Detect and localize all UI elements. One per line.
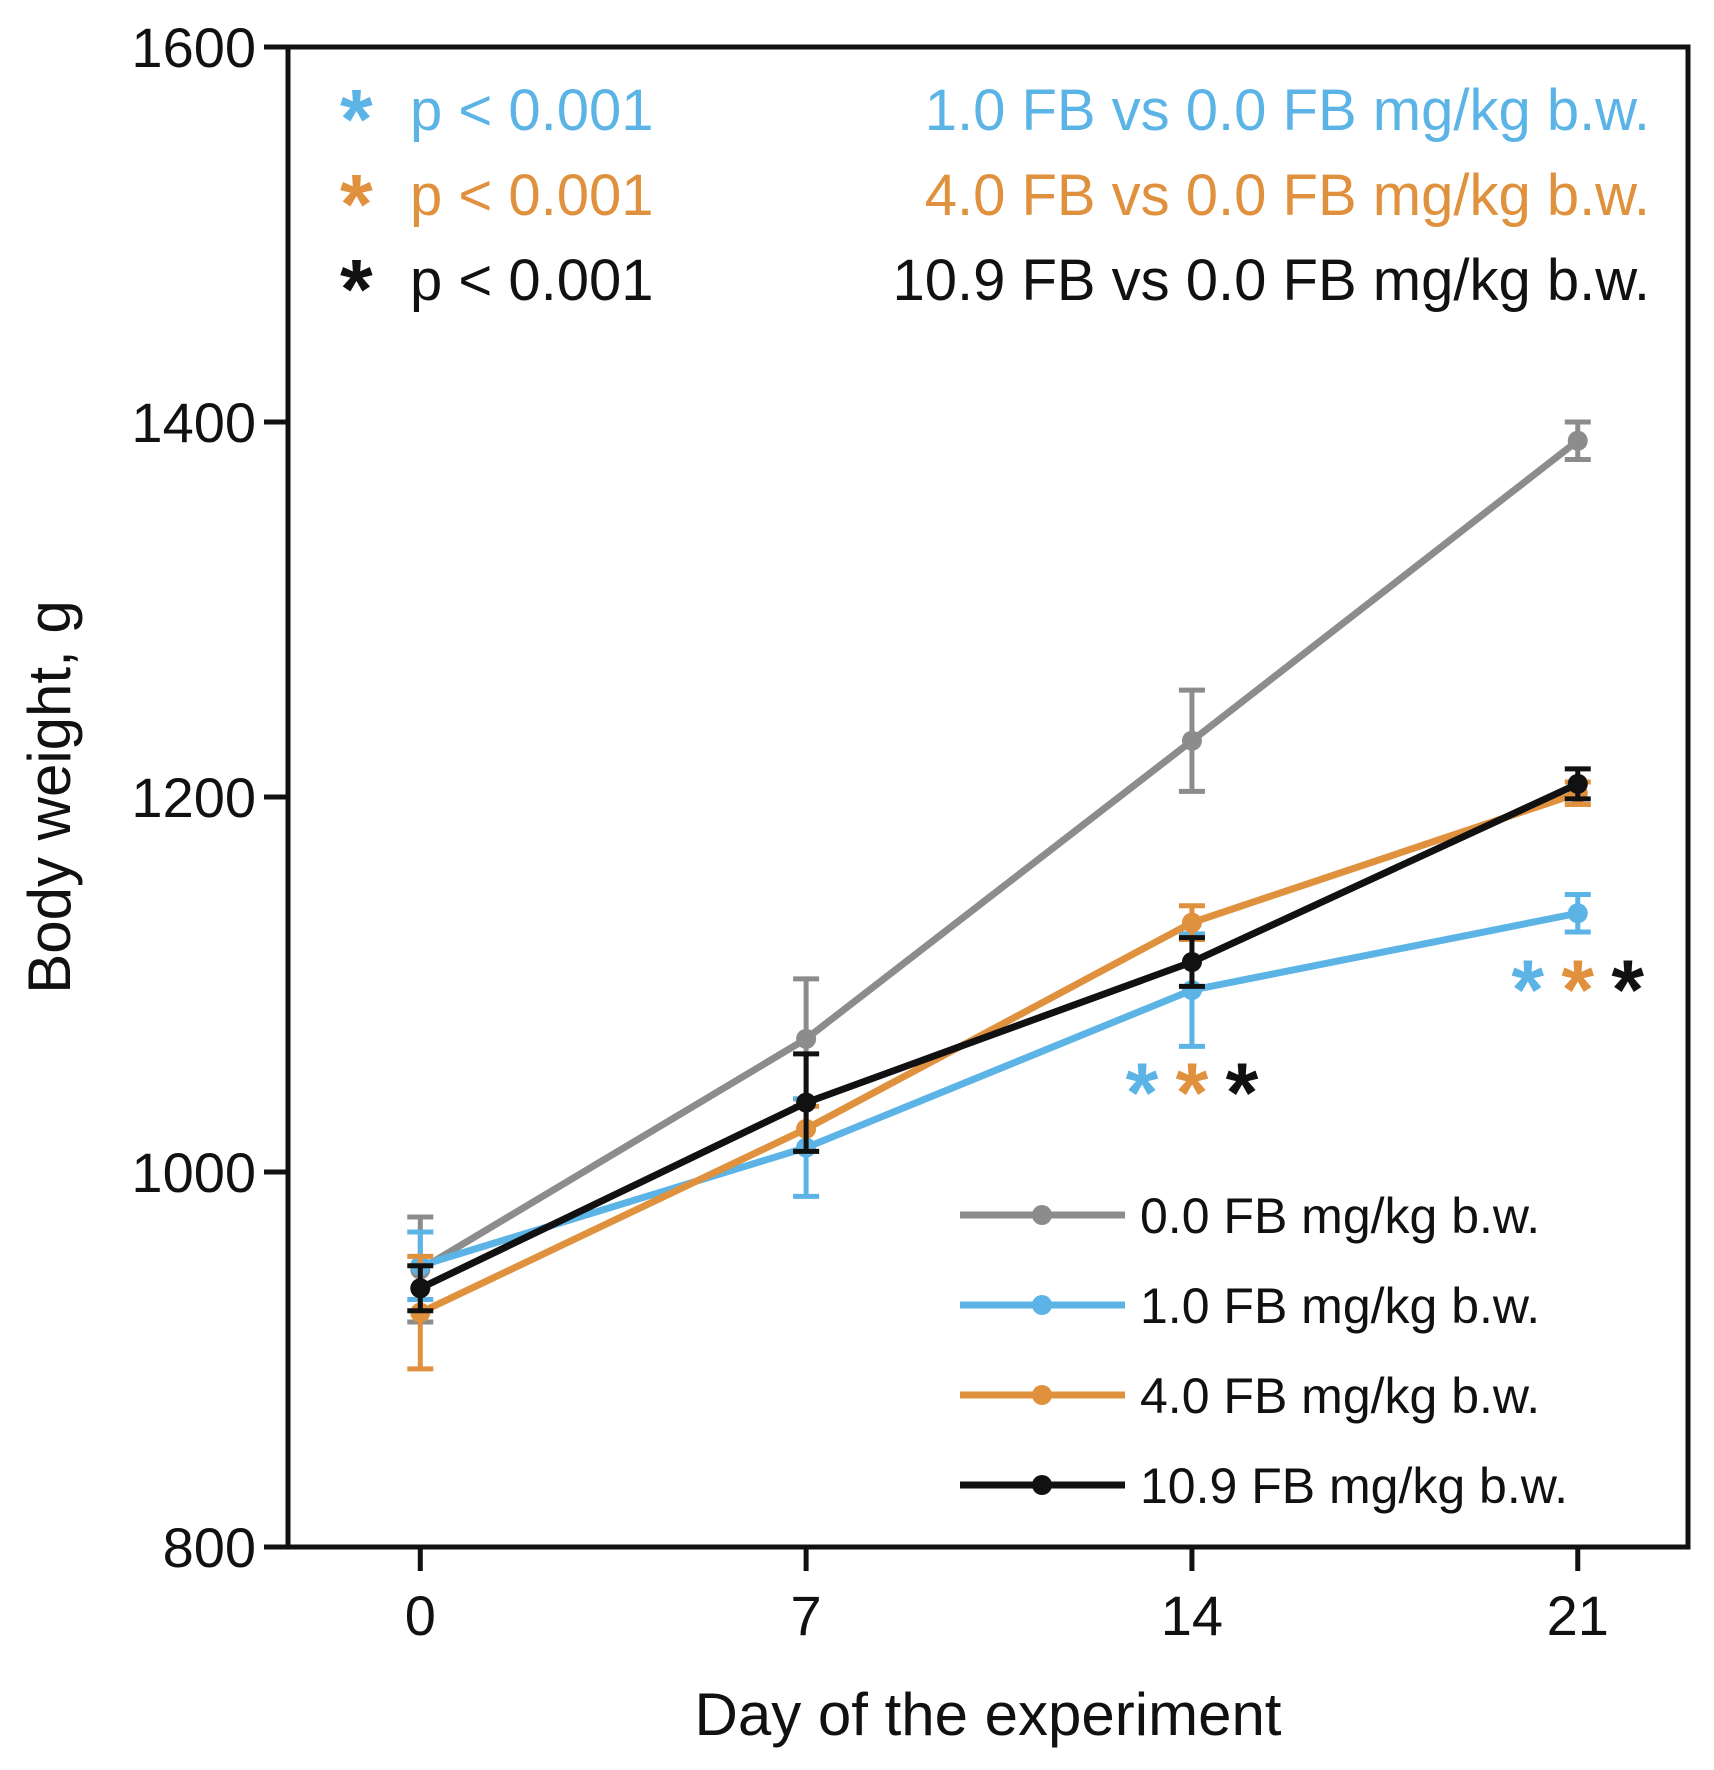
- x-tick-label: 0: [405, 1584, 436, 1647]
- legend: 0.0 FB mg/kg b.w. 1.0 FB mg/kg b.w. 4.0 FB…: [960, 1188, 1568, 1514]
- series-line: [418, 789, 1579, 1316]
- note-pvalue: p < 0.001: [410, 78, 654, 143]
- y-tick-label: 800: [163, 1516, 256, 1579]
- significance-notes: * p < 0.001 1.0 FB vs 0.0 FB mg/kg b.w. * p …: [340, 72, 1650, 336]
- data-point: [1567, 903, 1588, 924]
- data-point: [1567, 773, 1588, 794]
- series-0: [407, 419, 1591, 1325]
- legend-label: 1.0 FB mg/kg b.w.: [1140, 1278, 1540, 1334]
- note-star: *: [340, 242, 373, 336]
- data-point: [1181, 912, 1202, 933]
- series-3: [407, 766, 1591, 1314]
- x-axis: 0 7 14 21: [405, 1547, 1609, 1647]
- y-tick-label: 1200: [131, 766, 256, 829]
- legend-label: 4.0 FB mg/kg b.w.: [1140, 1368, 1540, 1424]
- legend-marker: [1032, 1205, 1052, 1225]
- x-axis-title: Day of the experiment: [695, 1681, 1282, 1748]
- series-group: [407, 419, 1591, 1372]
- note-pvalue: p < 0.001: [410, 248, 654, 313]
- legend-marker: [1032, 1295, 1052, 1315]
- data-point: [410, 1278, 431, 1299]
- note-star: *: [340, 72, 373, 166]
- y-tick-label: 1600: [131, 16, 256, 79]
- data-point: [796, 1028, 817, 1049]
- significance-star: *: [1226, 1045, 1259, 1139]
- data-point: [796, 1092, 817, 1113]
- significance-star: *: [1561, 942, 1594, 1036]
- note-star: *: [340, 157, 373, 251]
- legend-label: 10.9 FB mg/kg b.w.: [1140, 1458, 1568, 1514]
- note-pvalue: p < 0.001: [410, 163, 654, 228]
- y-axis-title: Body weight, g: [16, 600, 83, 994]
- data-point: [1567, 430, 1588, 451]
- note-comparison: 4.0 FB vs 0.0 FB mg/kg b.w.: [925, 163, 1650, 228]
- x-tick-label: 7: [791, 1584, 822, 1647]
- x-tick-label: 21: [1547, 1584, 1609, 1647]
- significance-star: *: [1176, 1045, 1209, 1139]
- legend-marker: [1032, 1385, 1052, 1405]
- legend-marker: [1032, 1475, 1052, 1495]
- note-comparison: 1.0 FB vs 0.0 FB mg/kg b.w.: [925, 78, 1650, 143]
- series-line: [418, 780, 1580, 1292]
- significance-star: *: [1611, 942, 1644, 1036]
- y-tick-label: 1000: [131, 1141, 256, 1204]
- note-comparison: 10.9 FB vs 0.0 FB mg/kg b.w.: [892, 248, 1650, 313]
- series-line: [418, 437, 1580, 1273]
- significance-star: *: [1126, 1045, 1159, 1139]
- x-tick-label: 14: [1161, 1584, 1223, 1647]
- data-point: [1181, 952, 1202, 972]
- data-point: [1181, 730, 1202, 751]
- significance-markers: * * ** * *: [1126, 942, 1645, 1139]
- y-tick-label: 1400: [131, 391, 256, 454]
- significance-star: *: [1511, 942, 1544, 1036]
- y-axis: 800 1000 1200 1400 1600: [131, 16, 288, 1579]
- series-line: [419, 909, 1579, 1270]
- legend-label: 0.0 FB mg/kg b.w.: [1140, 1188, 1540, 1244]
